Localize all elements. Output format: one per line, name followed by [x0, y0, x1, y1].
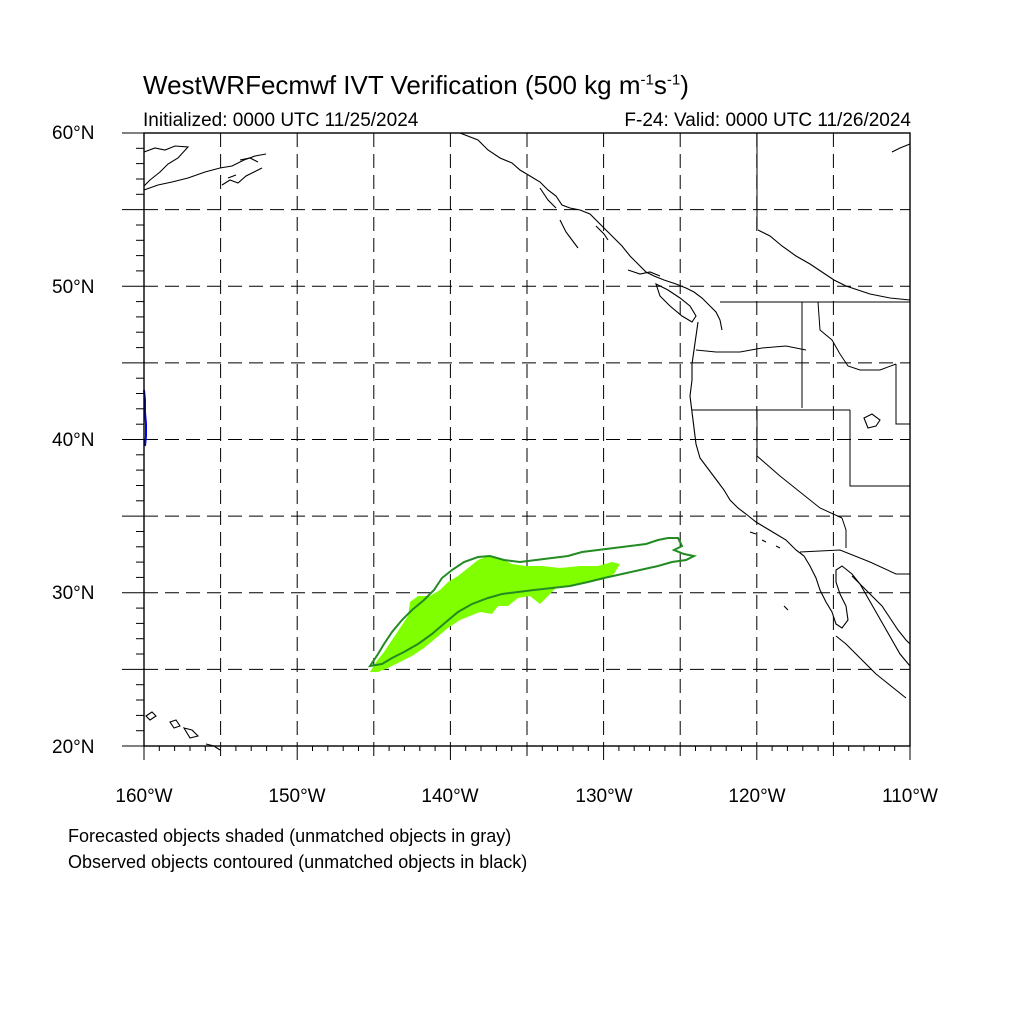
hudson-coast: [891, 143, 911, 153]
initialized-time: Initialized: 0000 UTC 11/25/2024: [143, 110, 419, 131]
unmatched-observed-object: [143, 389, 147, 447]
mexico-coast: [835, 575, 911, 699]
map-title: WestWRFecmwf IVT Verification (500 kg m-…: [143, 70, 689, 100]
axis-ticks: [122, 132, 911, 760]
ivt-objects: [143, 389, 698, 672]
lon-label-130w: 130°W: [575, 786, 633, 807]
lon-label-120w: 120°W: [728, 786, 786, 807]
lon-label-150w: 150°W: [268, 786, 326, 807]
lat-label-60n: 60°N: [52, 123, 95, 144]
forecast-legend-note: Forecasted objects shaded (unmatched obj…: [68, 826, 512, 846]
channel-islands: [749, 531, 789, 611]
alaska-coast: [143, 145, 267, 191]
nevada-border: [756, 410, 843, 519]
utah-border: [849, 410, 910, 487]
baja-california: [803, 555, 911, 667]
political-boundaries: [692, 133, 910, 575]
lon-label-140w: 140°W: [421, 786, 479, 807]
lon-label-160w: 160°W: [115, 786, 173, 807]
lat-label-30n: 30°N: [52, 583, 95, 604]
lat-label-40n: 40°N: [52, 430, 95, 451]
alaska-panhandle-islands: [539, 187, 661, 277]
observed-ivt-contour: [367, 537, 698, 668]
great-salt-lake: [863, 413, 881, 429]
wyoming-border: [895, 364, 910, 425]
valid-time: F-24: Valid: 0000 UTC 11/26/2024: [624, 110, 911, 131]
hawaii-islands: [145, 711, 221, 751]
lat-label-20n: 20°N: [52, 737, 95, 758]
idaho-border: [801, 301, 897, 408]
canada-boundary: [757, 229, 911, 301]
alaska-gulf-coast: [300, 132, 723, 331]
arizona-border: [841, 517, 847, 548]
lat-label-50n: 50°N: [52, 277, 95, 298]
map-frame: [143, 132, 911, 747]
graticule-grid: [144, 133, 910, 746]
forecast-ivt-object: [370, 556, 620, 672]
washington-oregon-border: [695, 345, 807, 353]
us-west-coast: [689, 321, 805, 557]
lon-label-110w: 110°W: [882, 786, 938, 807]
us-mexico-border: [799, 549, 910, 575]
observed-legend-note: Observed objects contoured (unmatched ob…: [68, 852, 528, 872]
alaska-islands: [221, 157, 263, 186]
vancouver-island: [655, 282, 697, 323]
